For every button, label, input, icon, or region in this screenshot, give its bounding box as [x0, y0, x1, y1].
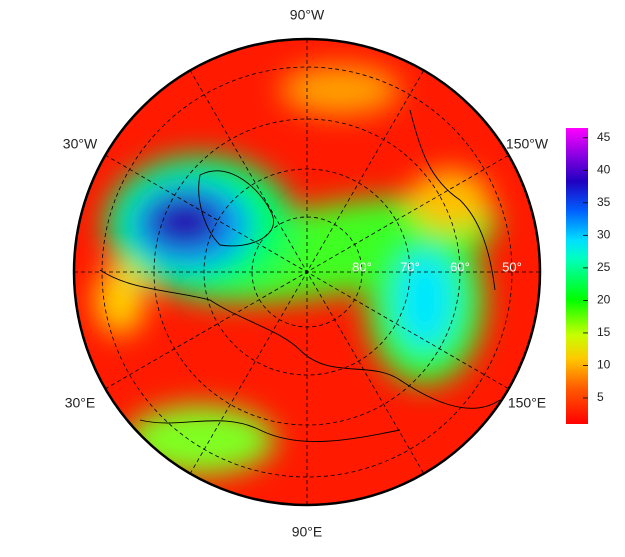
colorbar-tick-label: 45 [597, 130, 611, 144]
colorbar-tick-label: 15 [597, 325, 611, 339]
latitude-label: 50° [502, 259, 522, 274]
latitude-label: 60° [450, 259, 470, 274]
colorbar-tick-label: 20 [597, 293, 611, 307]
colorbar [566, 128, 588, 424]
latitude-label: 70° [400, 259, 420, 274]
latitude-label: 80° [352, 259, 372, 274]
colorbar-tick-label: 35 [597, 195, 611, 209]
longitude-label: 150°E [508, 395, 546, 411]
longitude-label: 30°W [63, 136, 98, 152]
longitude-label: 30°E [65, 395, 96, 411]
longitude-label: 90°E [292, 524, 323, 540]
colorbar-tick-label: 10 [597, 358, 611, 372]
colorbar-tick-label: 30 [597, 228, 611, 242]
longitude-label: 90°W [290, 7, 325, 23]
colorbar-tick-label: 25 [597, 260, 611, 274]
colorbar-tick-label: 40 [597, 162, 611, 176]
colorbar-tick-label: 5 [597, 390, 604, 404]
longitude-label: 150°W [506, 136, 549, 152]
